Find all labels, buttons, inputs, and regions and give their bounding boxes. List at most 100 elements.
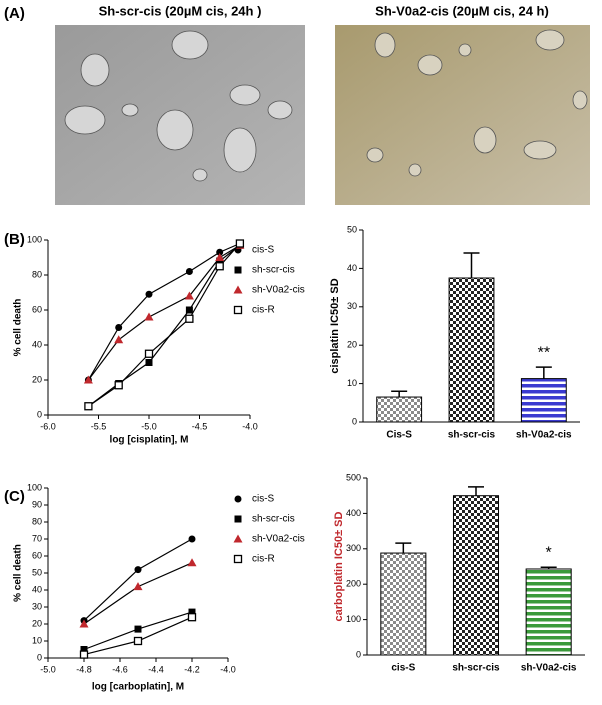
marker — [185, 306, 193, 314]
y-tick-label: 200 — [346, 579, 361, 589]
bar — [525, 568, 572, 656]
y-tick-label: 60 — [32, 550, 42, 560]
marker — [185, 268, 193, 275]
marker — [234, 515, 242, 523]
error-bar — [391, 390, 408, 398]
marker — [79, 619, 89, 628]
panel-label: (B) — [4, 231, 25, 248]
x-tick-label: -4.2 — [184, 664, 200, 674]
series-line — [83, 616, 193, 656]
marker — [144, 349, 154, 358]
x-tick-label: sh-V0a2-cis — [516, 430, 572, 441]
y-tick-label: 0 — [37, 409, 42, 419]
marker — [215, 262, 224, 271]
y-tick-label: 40 — [347, 263, 357, 273]
marker — [187, 613, 197, 622]
marker — [216, 248, 224, 256]
marker — [134, 566, 142, 574]
y-tick-label: 30 — [347, 301, 357, 311]
series-line — [83, 538, 193, 622]
marker — [115, 324, 123, 331]
legend-label: cis-S — [252, 245, 275, 256]
marker — [188, 535, 196, 543]
y-tick-label: 400 — [346, 508, 361, 518]
y-tick-label: 100 — [27, 482, 42, 492]
y-tick-label: 10 — [32, 635, 42, 645]
x-tick-label: -5.0 — [40, 664, 56, 674]
marker — [184, 291, 194, 300]
marker — [187, 558, 197, 567]
error-bar — [395, 542, 412, 554]
x-tick-label: -6.0 — [40, 421, 56, 431]
y-tick-label: 80 — [32, 516, 42, 526]
x-axis-label: log [cisplatin], M — [110, 435, 189, 446]
bar — [452, 495, 500, 656]
y-tick-label: 0 — [37, 652, 42, 662]
y-axis-label: % cell death — [13, 299, 24, 357]
y-axis-label: carboplatin IC50± SD — [333, 511, 345, 621]
x-tick-label: sh-scr-cis — [448, 430, 496, 441]
marker — [114, 381, 123, 390]
marker — [144, 312, 154, 321]
marker — [185, 314, 194, 323]
series-line — [87, 244, 241, 381]
marker — [233, 305, 243, 315]
x-tick-label: -5.5 — [91, 421, 107, 431]
marker — [83, 375, 93, 384]
y-tick-label: 50 — [347, 224, 357, 234]
marker — [233, 554, 243, 564]
marker — [188, 608, 196, 616]
legend-label: sh-V0a2-cis — [252, 285, 305, 296]
x-tick-label: -4.0 — [220, 664, 236, 674]
significance-label: * — [546, 544, 552, 561]
y-tick-label: 70 — [32, 533, 42, 543]
bar — [448, 277, 495, 423]
image-title: Sh-V0a2-cis (20µM cis, 24 h) — [375, 3, 549, 18]
marker — [233, 534, 243, 543]
legend-label: sh-V0a2-cis — [252, 534, 305, 545]
x-tick-label: -5.0 — [141, 421, 157, 431]
x-tick-label: sh-V0a2-cis — [521, 663, 577, 674]
marker — [145, 359, 153, 366]
y-tick-label: 30 — [32, 601, 42, 611]
y-tick-label: 60 — [32, 304, 42, 314]
micrograph — [55, 25, 305, 205]
marker — [80, 646, 88, 653]
y-tick-label: 0 — [352, 416, 357, 426]
legend-label: cis-R — [252, 305, 275, 316]
marker — [145, 290, 153, 298]
marker — [215, 253, 225, 261]
x-tick-label: -4.6 — [112, 664, 128, 674]
x-tick-label: Cis-S — [386, 430, 412, 441]
x-axis-label: log [carboplatin], M — [92, 682, 184, 693]
y-tick-label: 300 — [346, 543, 361, 553]
error-bar — [535, 366, 552, 379]
marker — [133, 636, 143, 646]
marker — [134, 625, 142, 633]
marker — [114, 335, 124, 344]
y-tick-label: 50 — [32, 567, 42, 577]
marker — [235, 239, 245, 248]
marker — [84, 402, 93, 411]
x-tick-label: -4.8 — [76, 664, 92, 674]
series-line — [87, 242, 241, 381]
marker — [133, 582, 143, 591]
y-tick-label: 500 — [346, 472, 361, 482]
y-axis-label: cisplatin IC50± SD — [329, 278, 341, 373]
y-tick-label: 10 — [347, 378, 357, 388]
y-tick-label: 90 — [32, 499, 42, 509]
x-tick-label: sh-scr-cis — [452, 663, 500, 674]
micrograph — [335, 25, 590, 205]
bar — [520, 378, 567, 423]
y-tick-label: 20 — [32, 618, 42, 628]
y-tick-label: 80 — [32, 269, 42, 279]
x-tick-label: -4.4 — [148, 664, 164, 674]
x-tick-label: -4.0 — [242, 421, 258, 431]
image-title: Sh-scr-cis (20µM cis, 24h ) — [99, 3, 262, 18]
x-tick-label: -4.5 — [192, 421, 208, 431]
legend-label: sh-scr-cis — [252, 265, 295, 276]
y-tick-label: 40 — [32, 584, 42, 594]
bar — [380, 552, 427, 656]
y-tick-label: 0 — [356, 649, 361, 659]
